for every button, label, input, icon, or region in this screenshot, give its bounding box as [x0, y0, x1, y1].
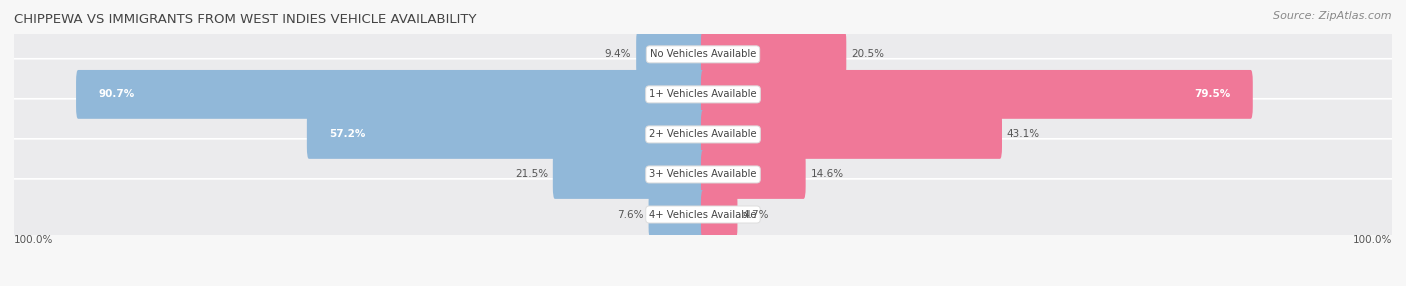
- Text: 90.7%: 90.7%: [98, 90, 135, 99]
- Text: 3+ Vehicles Available: 3+ Vehicles Available: [650, 170, 756, 179]
- Text: No Vehicles Available: No Vehicles Available: [650, 49, 756, 59]
- Text: 100.0%: 100.0%: [1353, 235, 1392, 245]
- Text: 1+ Vehicles Available: 1+ Vehicles Available: [650, 90, 756, 99]
- Text: 20.5%: 20.5%: [851, 49, 884, 59]
- Text: CHIPPEWA VS IMMIGRANTS FROM WEST INDIES VEHICLE AVAILABILITY: CHIPPEWA VS IMMIGRANTS FROM WEST INDIES …: [14, 13, 477, 26]
- Text: 4+ Vehicles Available: 4+ Vehicles Available: [650, 210, 756, 219]
- Text: Source: ZipAtlas.com: Source: ZipAtlas.com: [1274, 11, 1392, 21]
- FancyBboxPatch shape: [702, 70, 1253, 119]
- FancyBboxPatch shape: [702, 150, 806, 199]
- FancyBboxPatch shape: [636, 30, 704, 79]
- Text: 14.6%: 14.6%: [810, 170, 844, 179]
- Text: 7.6%: 7.6%: [617, 210, 644, 219]
- Text: 79.5%: 79.5%: [1194, 90, 1230, 99]
- Text: 21.5%: 21.5%: [515, 170, 548, 179]
- Text: 9.4%: 9.4%: [605, 49, 631, 59]
- FancyBboxPatch shape: [11, 19, 1395, 90]
- FancyBboxPatch shape: [702, 110, 1002, 159]
- FancyBboxPatch shape: [648, 190, 704, 239]
- Text: 57.2%: 57.2%: [329, 130, 366, 139]
- FancyBboxPatch shape: [553, 150, 704, 199]
- FancyBboxPatch shape: [307, 110, 704, 159]
- FancyBboxPatch shape: [76, 70, 704, 119]
- Text: 4.7%: 4.7%: [742, 210, 769, 219]
- FancyBboxPatch shape: [11, 59, 1395, 130]
- Text: 100.0%: 100.0%: [14, 235, 53, 245]
- Text: 43.1%: 43.1%: [1007, 130, 1040, 139]
- FancyBboxPatch shape: [11, 139, 1395, 210]
- FancyBboxPatch shape: [702, 30, 846, 79]
- FancyBboxPatch shape: [11, 179, 1395, 250]
- FancyBboxPatch shape: [702, 190, 738, 239]
- FancyBboxPatch shape: [11, 99, 1395, 170]
- Text: 2+ Vehicles Available: 2+ Vehicles Available: [650, 130, 756, 139]
